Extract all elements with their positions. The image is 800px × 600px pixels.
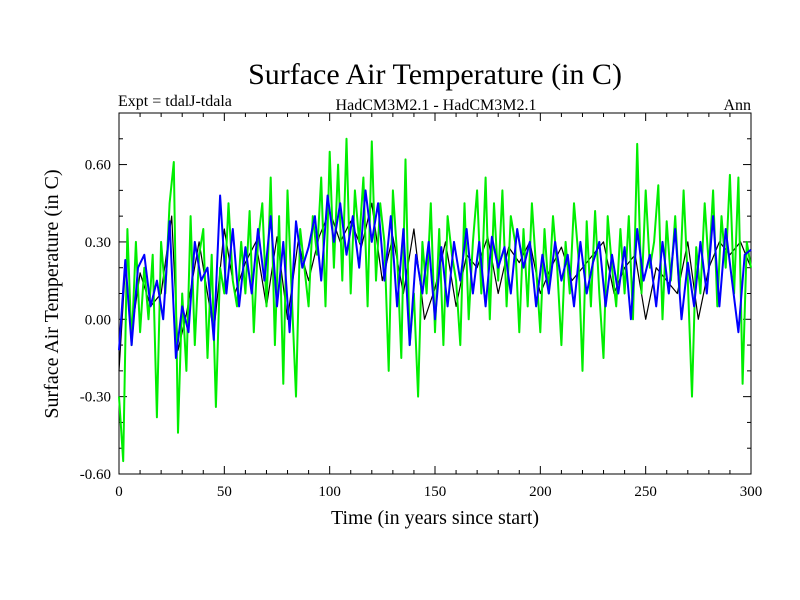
x-axis-label: Time (in years since start) bbox=[331, 507, 539, 529]
subtitle-right: Ann bbox=[723, 97, 751, 114]
series-group bbox=[118, 137, 752, 463]
y-tick-label: -0.30 bbox=[80, 390, 111, 406]
x-tick-label: 300 bbox=[740, 484, 763, 500]
y-tick-label: 0.60 bbox=[85, 158, 111, 174]
plot-frame bbox=[118, 112, 752, 475]
x-tick-label: 150 bbox=[424, 484, 447, 500]
y-tick-label: 0.30 bbox=[85, 235, 111, 251]
y-axis-label: Surface Air Temperature (in C) bbox=[41, 169, 63, 418]
x-tick-label: 0 bbox=[115, 484, 123, 500]
x-tick-label: 100 bbox=[318, 484, 341, 500]
x-tick-label: 200 bbox=[529, 484, 552, 500]
axis-ticks: 0 50 100 150 200 250 300 -0.60 -0.30 0.00 0.30 0.60 bbox=[80, 112, 763, 500]
series-line-blue bbox=[118, 189, 752, 359]
chart-title: Surface Air Temperature (in C) bbox=[248, 58, 622, 91]
y-tick-label: 0.00 bbox=[85, 312, 111, 328]
x-tick-label: 50 bbox=[217, 484, 232, 500]
subtitle-left: Expt = tdalJ-tdala bbox=[118, 93, 232, 110]
y-tick-label: -0.60 bbox=[80, 467, 111, 483]
x-tick-label: 250 bbox=[634, 484, 657, 500]
series-line-green bbox=[118, 137, 752, 463]
subtitle-center: HadCM3M2.1 - HadCM3M2.1 bbox=[336, 97, 537, 114]
